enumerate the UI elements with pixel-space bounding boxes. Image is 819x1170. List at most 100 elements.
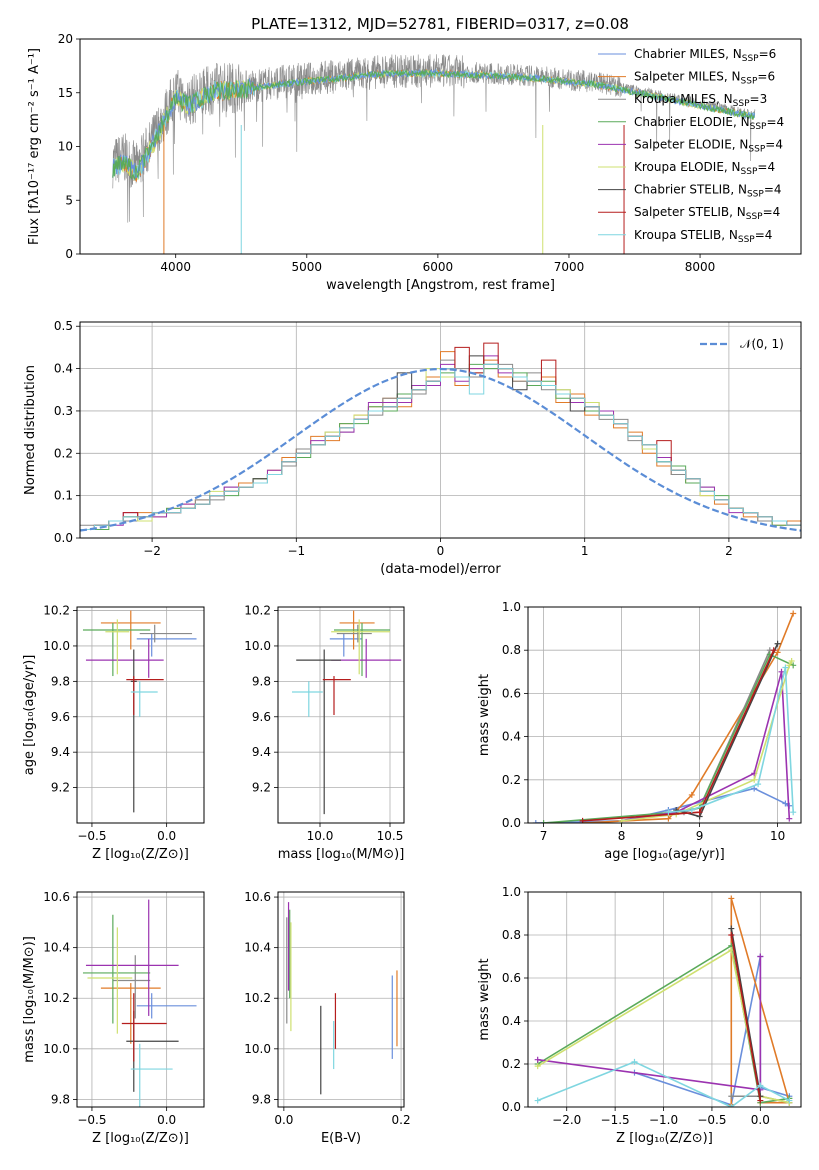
y-axis-label: Normed distribution: [23, 365, 38, 495]
weight-marker: [788, 658, 795, 664]
x-tick-label: 7000: [554, 260, 585, 274]
x-tick-label: 0.0: [157, 829, 176, 843]
residuals-panel: −2 −1 0 1 2 0.0 0.1 0.2 0.3 0.4 0.5 (data-model)/er…: [23, 319, 802, 577]
x-tick-label: 0.0: [274, 1113, 293, 1127]
weight-marker: [688, 791, 695, 798]
plot-area: [82, 610, 197, 813]
x-axis-label: E(B-V): [321, 1131, 361, 1146]
weight-marker: [774, 649, 781, 656]
plot-area: [292, 610, 402, 815]
y-tick-label: 10.2: [244, 604, 271, 618]
weight-marker: [757, 1082, 764, 1089]
plot-area: [82, 899, 197, 1107]
axes-frame: [76, 606, 205, 824]
y-tick-label: 9.8: [51, 674, 70, 688]
weight-marker: [782, 664, 789, 671]
axes-frame: [527, 606, 802, 824]
x-tick-label: −1.0: [649, 1113, 678, 1127]
x-tick-label: 10.5: [377, 829, 404, 843]
axes-frame: [277, 606, 405, 824]
y-tick-label: 10.6: [43, 890, 70, 904]
y-tick-label: 0: [65, 247, 73, 261]
weight-marker: [728, 1093, 735, 1100]
x-tick-label: 4000: [160, 260, 191, 274]
y-axis-label: mass weight: [477, 958, 492, 1040]
spectrum-panel: 4000 5000 6000 7000 8000 0 5 10 15 20 wavelength […: [27, 32, 802, 293]
legend-entry: Salpeter MILES, NSSP=6: [634, 70, 775, 87]
x-axis-label: (data-model)/error: [380, 562, 501, 577]
y-tick-label: 0.8: [502, 643, 521, 657]
y-tick-label: 15: [58, 86, 73, 100]
weight-marker: [540, 820, 547, 823]
y-tick-label: 10.6: [244, 890, 271, 904]
y-tick-label: 0.6: [502, 686, 521, 700]
y-tick-label: 0.0: [502, 1100, 521, 1114]
y-tick-label: 0.2: [54, 446, 73, 460]
y-tick-label: 0.4: [54, 362, 73, 376]
plot-area: [80, 342, 801, 532]
legend-entry: 𝒩(0, 1): [740, 337, 784, 351]
weight-series-line: [535, 787, 790, 823]
weight-marker: [534, 1056, 541, 1063]
legend-entry: Salpeter STELIB, NSSP=4: [634, 205, 780, 222]
x-tick-label: 10: [770, 829, 785, 843]
weight-marker: [532, 820, 539, 823]
weight-marker: [782, 800, 789, 807]
weight-series-line: [537, 956, 762, 1091]
y-axis-label: Flux [fλ10⁻¹⁷ erg cm⁻² s⁻¹ A⁻¹]: [27, 48, 42, 245]
y-tick-label: 0.3: [54, 404, 73, 418]
y-tick-label: 10.0: [43, 639, 70, 653]
x-tick-label: 10.0: [307, 829, 334, 843]
y-tick-label: 9.2: [252, 781, 271, 795]
y-tick-label: 10.4: [244, 941, 271, 955]
x-tick-label: −0.5: [697, 1113, 726, 1127]
weight-marker: [786, 1097, 793, 1104]
axes-frame: [76, 891, 205, 1108]
weight-marker: [774, 640, 781, 647]
y-tick-label: 0.4: [502, 730, 521, 744]
legend-entry: Chabrier MILES, NSSP=6: [634, 47, 776, 64]
y-tick-label: 0.4: [502, 1014, 521, 1028]
plot-area: [532, 610, 797, 823]
weight-marker: [751, 776, 758, 783]
x-tick-label: 0.0: [157, 1113, 176, 1127]
y-tick-label: 0.0: [54, 531, 73, 545]
weight-marker: [770, 647, 777, 654]
y-tick-label: 10.2: [43, 991, 70, 1005]
y-tick-label: 9.6: [252, 710, 271, 724]
x-axis-label: age [log₁₀(age/yr)]: [604, 847, 725, 862]
y-tick-label: 10.4: [43, 941, 70, 955]
y-tick-label: 10.0: [244, 639, 271, 653]
y-tick-label: 9.2: [51, 781, 70, 795]
age-vs-mass-panel: 10.0 10.5 9.2 9.4 9.6 9.8 10.0 10.2 mass [log₁₀(…: [244, 604, 405, 862]
x-tick-label: −1: [287, 544, 305, 558]
weight-marker: [696, 809, 703, 816]
plot-area: [112, 54, 756, 254]
weight-series-line: [730, 928, 762, 1097]
y-tick-label: 9.6: [51, 710, 70, 724]
weight-series-line: [537, 948, 790, 1104]
model-spectrum-line: [112, 68, 755, 181]
y-tick-label: 0.6: [502, 971, 521, 985]
y-tick-label: 0.2: [502, 1057, 521, 1071]
weight-series-line: [730, 934, 762, 1101]
weight-marker: [728, 925, 735, 932]
weight-marker: [728, 932, 735, 938]
x-axis-label: Z [log₁₀(Z/Z⊙)]: [92, 1131, 189, 1146]
y-tick-label: 20: [58, 32, 73, 46]
plot-area: [534, 895, 793, 1107]
x-tick-label: −0.5: [77, 1113, 106, 1127]
weight-vs-metallicity-panel: −2.0 −1.5 −1.0 −0.5 0.0 0.0 0.2 0.4 0.6 0.8 1.0 Z […: [477, 885, 802, 1146]
x-tick-label: 6000: [423, 260, 454, 274]
x-tick-label: 7: [540, 829, 548, 843]
mass-vs-metallicity-panel: −0.5 0.0 9.8 10.0 10.2 10.4 10.6 Z [log₁₀(Z/Z⊙)…: [22, 890, 205, 1146]
y-tick-label: 1.0: [502, 600, 521, 614]
x-axis-label: wavelength [Angstrom, rest frame]: [326, 278, 555, 293]
weight-marker: [786, 815, 793, 822]
mass-vs-reddening-panel: 0.0 0.2 9.8 10.0 10.2 10.4 10.6 E(B-V): [244, 890, 410, 1146]
legend-entry: Salpeter ELODIE, NSSP=4: [634, 137, 783, 154]
y-tick-label: 10.2: [43, 604, 70, 618]
weight-marker: [665, 815, 672, 822]
x-axis-label: Z [log₁₀(Z/Z⊙)]: [616, 1131, 713, 1146]
